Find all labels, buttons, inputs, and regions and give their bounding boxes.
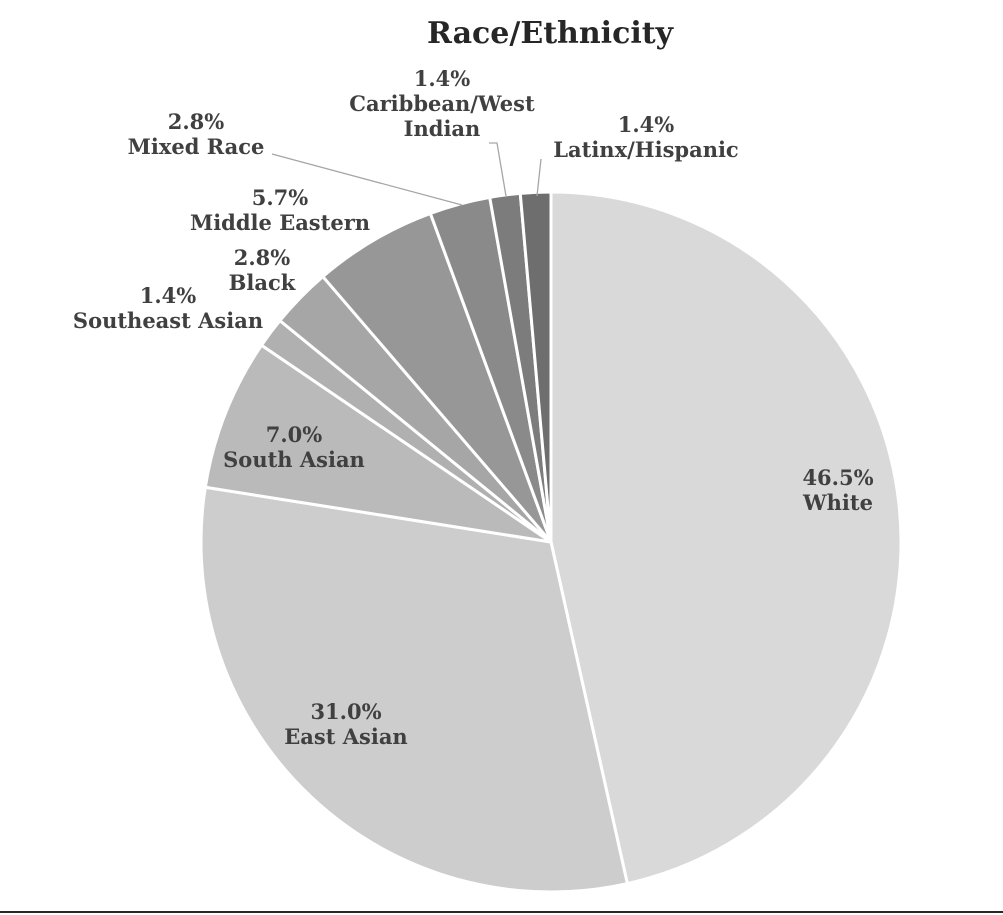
slice-white bbox=[549, 190, 903, 886]
pie-slices bbox=[199, 190, 903, 894]
label-mixed-race: 2.8% Mixed Race bbox=[128, 109, 265, 159]
leader-line-caribbean-west-indian bbox=[489, 142, 507, 197]
leader-line-mixed-race bbox=[271, 153, 463, 206]
label-category: Mixed Race bbox=[128, 134, 265, 159]
slice-middle-eastern bbox=[320, 211, 553, 543]
label-value: 2.8% bbox=[168, 109, 225, 134]
chart-title: Race/Ethnicity bbox=[427, 16, 675, 51]
label-category: White bbox=[802, 490, 873, 515]
label-category: Caribbean/West bbox=[349, 91, 535, 116]
leader-lines bbox=[271, 142, 542, 206]
label-category: Southeast Asian bbox=[73, 308, 263, 333]
label-value: 31.0% bbox=[310, 699, 381, 724]
label-category: South Asian bbox=[223, 447, 365, 472]
label-category: Middle Eastern bbox=[190, 210, 370, 235]
label-value: 1.4% bbox=[618, 112, 675, 137]
label-value: 1.4% bbox=[140, 283, 197, 308]
slice-east-asian bbox=[199, 485, 630, 894]
label-latinx-hispanic: 1.4% Latinx/Hispanic bbox=[553, 112, 738, 162]
label-south-asian: 7.0% South Asian bbox=[223, 422, 365, 472]
label-value: 1.4% bbox=[414, 66, 471, 91]
label-east-asian: 31.0% East Asian bbox=[284, 699, 407, 749]
slice-south-asian bbox=[203, 343, 552, 544]
label-value: 5.7% bbox=[252, 185, 309, 210]
label-category: Indian bbox=[404, 116, 481, 141]
label-value: 2.8% bbox=[234, 245, 291, 270]
label-category: Black bbox=[229, 270, 296, 295]
label-value: 46.5% bbox=[802, 465, 873, 490]
data-labels: 46.5% White 31.0% East Asian 7.0% South Asian… bbox=[73, 66, 874, 749]
label-caribbean-west-indian: 1.4% Caribbean/West Indian bbox=[349, 66, 535, 141]
label-category: East Asian bbox=[284, 724, 407, 749]
label-white: 46.5% White bbox=[802, 465, 874, 515]
leader-line-latinx-hispanic bbox=[536, 158, 542, 197]
label-middle-eastern: 5.7% Middle Eastern bbox=[190, 185, 370, 235]
label-category: Latinx/Hispanic bbox=[553, 137, 738, 162]
label-southeast-asian: 1.4% Southeast Asian bbox=[73, 283, 263, 333]
slice-latinx-hispanic bbox=[518, 190, 553, 543]
label-black: 2.8% Black bbox=[229, 245, 296, 295]
label-value: 7.0% bbox=[266, 422, 323, 447]
